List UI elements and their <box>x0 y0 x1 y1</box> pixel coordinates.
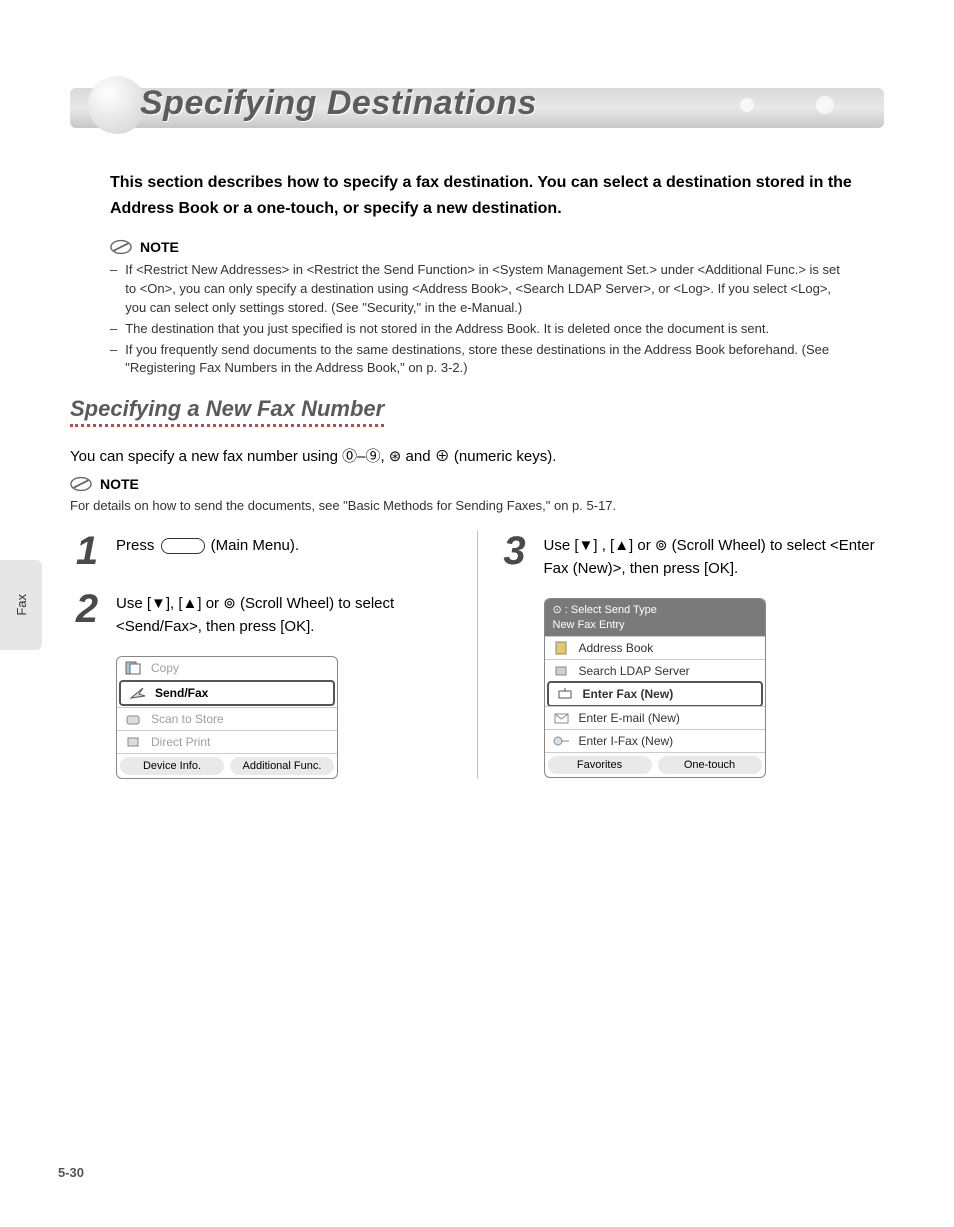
note-icon <box>110 239 132 255</box>
lcd-item: Scan to Store <box>117 707 337 730</box>
steps-column-right: 3 Use [▼] , [▲] or ⊚ (Scroll Wheel) to s… <box>477 531 885 779</box>
lcd-main-menu: Copy Send/Fax Scan to Store Direct Print… <box>116 656 338 779</box>
note-label: NOTE <box>100 476 139 492</box>
step-1: 1 Press (Main Menu). <box>70 531 457 571</box>
step-2: 2 Use [▼], [▲] or ⊚ (Scroll Wheel) to se… <box>70 589 457 638</box>
step-number: 2 <box>70 589 104 638</box>
steps-column-left: 1 Press (Main Menu). 2 Use [▼], [▲] or ⊚… <box>70 531 457 779</box>
step-text: Use [▼] , [▲] or ⊚ (Scroll Wheel) to sel… <box>544 531 885 580</box>
steps-container: 1 Press (Main Menu). 2 Use [▼], [▲] or ⊚… <box>70 531 884 779</box>
direct-print-icon <box>125 735 143 749</box>
note-list: –If <Restrict New Addresses> in <Restric… <box>110 261 854 378</box>
sub-heading: Specifying a New Fax Number <box>70 396 384 427</box>
address-book-icon <box>553 641 571 655</box>
page-title: Specifying Destinations <box>70 70 884 123</box>
ldap-icon <box>553 664 571 678</box>
page-number: 5-30 <box>58 1165 84 1180</box>
email-new-icon <box>553 711 571 725</box>
sub-note: For details on how to send the documents… <box>70 498 884 513</box>
note-item: –If you frequently send documents to the… <box>110 341 854 379</box>
copy-icon <box>125 661 143 675</box>
note-item: –If <Restrict New Addresses> in <Restric… <box>110 261 854 318</box>
lcd-item-selected: Send/Fax <box>119 680 335 706</box>
side-tab-label: Fax <box>14 594 29 616</box>
ifax-new-icon <box>553 734 571 748</box>
note-header: NOTE <box>70 476 884 492</box>
lcd-footer-button: One-touch <box>658 756 762 774</box>
lcd-item: Enter E-mail (New) <box>545 706 765 729</box>
lcd-footer-button: Additional Func. <box>230 757 334 775</box>
lcd-footer-button: Favorites <box>548 756 652 774</box>
main-menu-button-icon <box>161 538 205 554</box>
lcd-footer: Device Info. Additional Func. <box>117 753 337 778</box>
title-bar: Specifying Destinations <box>70 70 884 140</box>
note-label: NOTE <box>140 239 179 255</box>
fax-new-icon <box>557 687 575 701</box>
side-tab: Fax <box>0 560 42 650</box>
note-item: –The destination that you just specified… <box>110 320 854 339</box>
lcd-item: Copy <box>117 657 337 679</box>
lcd-item-selected: Enter Fax (New) <box>547 681 763 707</box>
lcd-item: Direct Print <box>117 730 337 753</box>
step-number: 3 <box>498 531 532 580</box>
step-3: 3 Use [▼] , [▲] or ⊚ (Scroll Wheel) to s… <box>498 531 885 580</box>
lcd-item: Address Book <box>545 636 765 659</box>
scan-store-icon <box>125 712 143 726</box>
note-icon <box>70 476 92 492</box>
intro-text: This section describes how to specify a … <box>110 170 854 221</box>
lcd-footer-button: Device Info. <box>120 757 224 775</box>
lcd-item: Enter I-Fax (New) <box>545 729 765 752</box>
sub-intro: You can specify a new fax number using ⓪… <box>70 445 884 466</box>
note-header: NOTE <box>110 239 884 255</box>
lcd-footer: Favorites One-touch <box>545 752 765 777</box>
lcd-item: Search LDAP Server <box>545 659 765 682</box>
send-fax-icon <box>129 686 147 700</box>
lcd-send-type: ⊙ : Select Send Type New Fax Entry Addre… <box>544 598 766 778</box>
lcd-header: ⊙ : Select Send Type New Fax Entry <box>545 599 765 636</box>
step-text: Press (Main Menu). <box>116 531 299 571</box>
step-number: 1 <box>70 531 104 571</box>
step-text: Use [▼], [▲] or ⊚ (Scroll Wheel) to sele… <box>116 589 457 638</box>
